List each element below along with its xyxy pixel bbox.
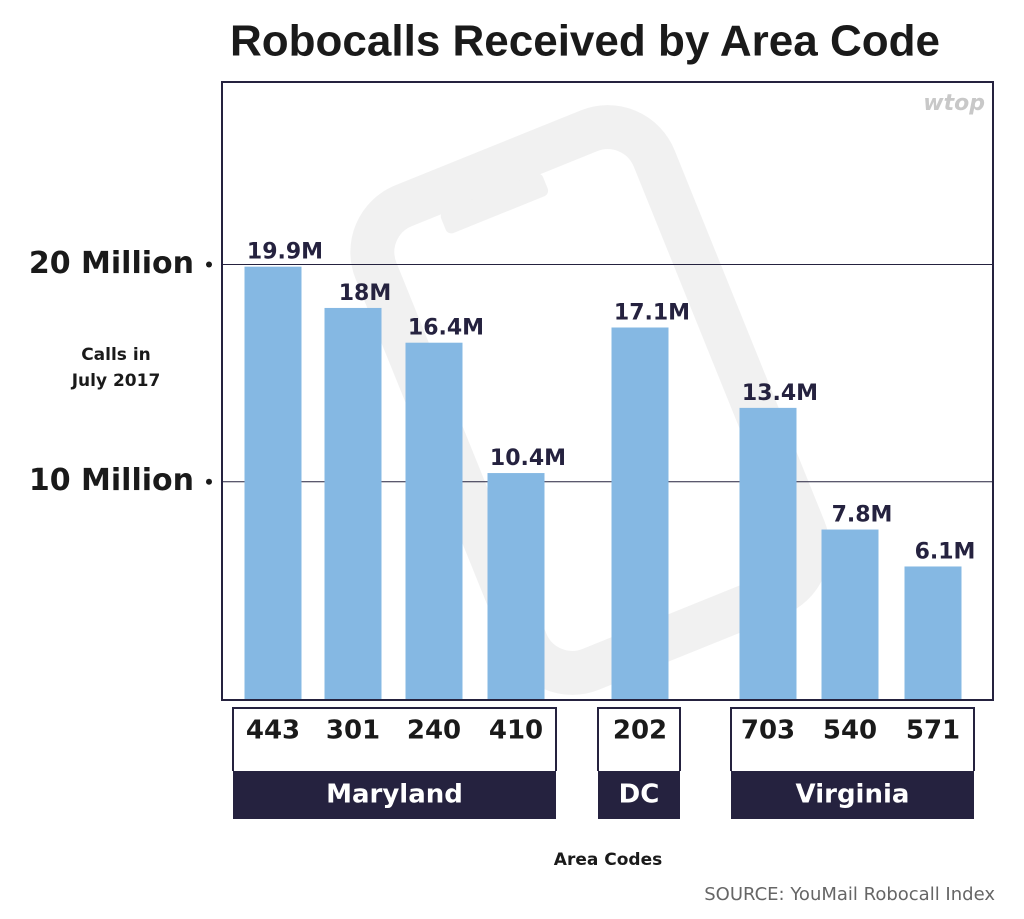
- group-band: [731, 771, 974, 819]
- y-axis-label: July 2017: [71, 371, 161, 391]
- tick-dot: [206, 261, 212, 268]
- x-tick-label: 571: [906, 716, 960, 746]
- value-label: 6.1M: [915, 539, 976, 564]
- x-tick-label: 202: [613, 716, 667, 746]
- category-frame: [232, 707, 557, 771]
- x-tick-label: 443: [246, 716, 300, 746]
- group-band: [233, 771, 556, 819]
- value-label: 18M: [339, 281, 392, 306]
- y-tick-label: 20 Million: [29, 246, 194, 281]
- bar: [405, 342, 463, 699]
- value-label: 19.9M: [247, 240, 323, 265]
- bar: [324, 307, 382, 699]
- plot-frame: [221, 81, 994, 701]
- x-tick-label: 703: [741, 716, 795, 746]
- group-band: [598, 771, 680, 819]
- value-label: 16.4M: [408, 316, 484, 341]
- y-tick-label: 10 Million: [29, 463, 194, 498]
- bar: [487, 473, 545, 699]
- group-label: Virginia: [796, 780, 910, 810]
- bar: [244, 266, 302, 699]
- tick-dot: [206, 478, 212, 485]
- x-axis-label: Area Codes: [554, 850, 662, 870]
- value-label: 17.1M: [614, 300, 690, 325]
- category-frame: [730, 707, 975, 771]
- x-tick-label: 540: [823, 716, 877, 746]
- logo: wtop: [923, 91, 985, 116]
- value-label: 7.8M: [832, 503, 893, 528]
- category-frame: [597, 707, 681, 771]
- x-tick-label: 410: [489, 716, 543, 746]
- bar: [611, 327, 669, 699]
- bar: [739, 407, 797, 699]
- bar: [821, 529, 879, 699]
- source: SOURCE: YouMail Robocall Index: [704, 884, 995, 905]
- value-label: 10.4M: [490, 446, 566, 471]
- x-tick-label: 301: [326, 716, 380, 746]
- group-label: Maryland: [326, 780, 463, 810]
- group-label: DC: [619, 780, 660, 810]
- chart-title: Robocalls Received by Area Code: [230, 17, 940, 66]
- y-axis-label: Calls in: [81, 345, 151, 365]
- x-tick-label: 240: [407, 716, 461, 746]
- bar: [904, 566, 962, 699]
- value-label: 13.4M: [742, 381, 818, 406]
